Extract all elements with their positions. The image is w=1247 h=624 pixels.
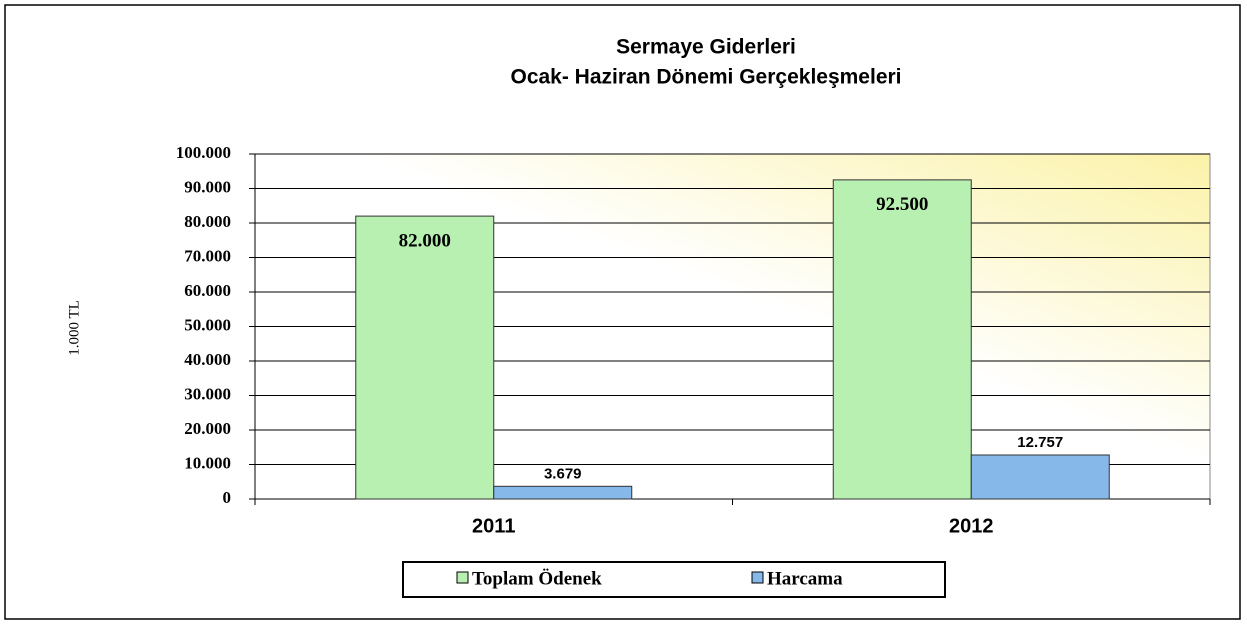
chart-title: Sermaye Giderleri xyxy=(616,36,796,59)
x-tick-label: 2012 xyxy=(949,515,994,537)
bar xyxy=(832,179,972,500)
data-label: 3.679 xyxy=(544,465,582,482)
y-tick-label: 20.000 xyxy=(184,419,231,438)
x-tick-label: 2011 xyxy=(472,515,515,537)
y-tick-label: 30.000 xyxy=(184,384,231,403)
chart-title: Ocak- Haziran Dönemi Gerçekleşmeleri xyxy=(510,66,901,89)
legend-swatch xyxy=(456,571,469,584)
data-label: 82.000 xyxy=(399,230,451,251)
y-tick-label: 100.000 xyxy=(176,143,231,162)
legend-swatch xyxy=(751,571,764,584)
y-tick-label: 80.000 xyxy=(184,212,231,231)
y-tick-label: 40.000 xyxy=(184,350,231,369)
y-tick-label: 10.000 xyxy=(184,453,231,472)
y-tick-label: 70.000 xyxy=(184,246,231,265)
legend xyxy=(402,561,946,598)
y-tick-label: 90.000 xyxy=(184,177,231,196)
data-label: 12.757 xyxy=(1017,434,1063,451)
legend-label: Toplam Ödenek xyxy=(472,568,602,589)
bar xyxy=(493,485,633,500)
y-tick-label: 60.000 xyxy=(184,281,231,300)
y-tick-label: 50.000 xyxy=(184,315,231,334)
bar xyxy=(355,215,495,500)
legend-label: Harcama xyxy=(767,568,843,589)
data-label: 92.500 xyxy=(876,194,928,215)
bar xyxy=(970,454,1110,500)
y-tick-label: 0 xyxy=(223,488,232,507)
y-axis-label: 1.000 TL xyxy=(66,300,82,356)
